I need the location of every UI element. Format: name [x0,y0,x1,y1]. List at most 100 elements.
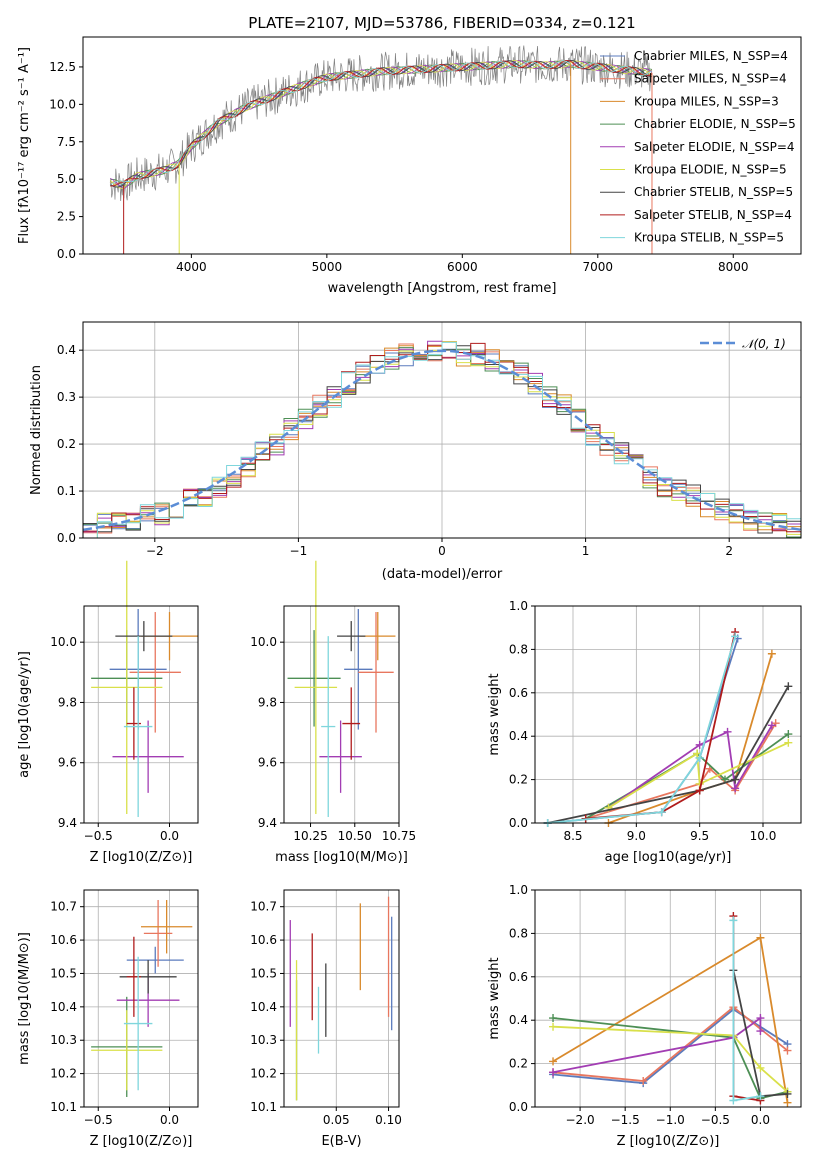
age-weight-marker [784,738,793,747]
residuals-ytick-label: 0.2 [57,437,76,451]
mass-age-xtick-label: 10.75 [382,829,416,843]
age-weight-marker [731,632,740,641]
age-weight-marker [767,649,776,658]
legend-label: Chabrier ELODIE, N_SSP=5 [634,117,796,131]
age-weight-marker [784,682,793,691]
age-weight-series-line [585,631,736,820]
age-weight-series-line [608,653,773,824]
age-weight-xlabel: age [log10(age/yr)] [605,850,732,865]
z-age-ytick-label: 10.0 [50,635,77,649]
z-weight-marker [756,1063,765,1072]
legend-label: Kroupa ELODIE, N_SSP=5 [634,163,787,177]
spectrum-model-line [110,59,653,187]
residuals-ylabel: Normed distribution [29,365,44,495]
z-mass-xlabel: Z [log10(Z/Z⊙)] [90,1134,193,1149]
spectrum-xtick-label: 7000 [583,260,614,274]
z-weight-marker [549,1068,558,1077]
age-weight-marker [723,727,732,736]
z-age-xtick-label: −0.5 [84,829,113,843]
age-weight-ytick-label: 1.0 [509,599,528,613]
age-weight-ylabel: mass weight [487,673,502,755]
age-weight-ytick-label: 0.8 [509,642,528,656]
z-weight-marker [729,916,738,925]
age-weight-series-line [547,685,790,824]
z-mass-ytick-label: 10.1 [50,1100,77,1114]
legend-label: Salpeter STELIB, N_SSP=4 [634,208,792,222]
age-weight-marker [695,753,704,762]
z-weight-marker [729,1096,738,1105]
residuals-xtick-label: 0 [438,544,446,558]
z-mass-ytick-label: 10.4 [50,1000,77,1014]
z-mass-ytick-label: 10.3 [50,1033,77,1047]
ebv-mass-ytick-label: 10.6 [250,933,277,947]
z-weight-ytick-label: 0.6 [509,970,528,984]
z-weight-ytick-label: 0.8 [509,926,528,940]
residuals-xlabel: (data-model)/error [382,567,503,582]
ebv-mass-xtick-label: 0.10 [375,1113,402,1127]
z-weight-ytick-label: 0.4 [509,1013,528,1027]
z-age-ylabel: age [log10(age/yr)] [17,651,32,778]
z-weight-ytick-label: 0.0 [509,1100,528,1114]
z-age-ytick-label: 9.6 [58,756,77,770]
ebv-mass-ytick-label: 10.7 [250,900,277,914]
z-weight-ytick-label: 1.0 [509,883,528,897]
age-weight-marker [731,775,740,784]
age-weight-ytick-label: 0.4 [509,729,528,743]
z-weight-marker [549,1057,558,1066]
spectrum-ytick-label: 2.5 [57,210,76,224]
ebv-mass-xlabel: E(B-V) [321,1134,361,1149]
z-weight-ytick-label: 0.2 [509,1057,528,1071]
spectrum-xtick-label: 4000 [176,260,207,274]
age-weight-marker [693,749,702,758]
age-weight-ytick-label: 0.0 [509,816,528,830]
z-weight-marker [756,1014,765,1023]
spectrum-ytick-label: 7.5 [57,135,76,149]
age-weight-xtick-label: 8.5 [563,829,582,843]
spectrum-ytick-label: 0.0 [57,247,76,261]
spectrum-ytick-label: 12.5 [49,60,76,74]
residual-histogram [83,341,801,539]
age-weight-series-line [547,636,736,824]
z-weight-marker [756,933,765,942]
ebv-mass-xtick-label: 0.05 [323,1113,350,1127]
spectrum-frame [82,36,802,255]
age-weight-ytick-label: 0.2 [509,773,528,787]
spectrum-model-line [109,60,653,185]
age-weight-marker [784,730,793,739]
residuals-ytick-label: 0.1 [57,484,76,498]
z-mass-ytick-label: 10.2 [50,1067,77,1081]
z-age-ytick-label: 9.4 [58,816,77,830]
z-weight-marker [783,1046,792,1055]
age-weight-marker [657,808,666,817]
z-weight-marker [783,1098,792,1107]
z-weight-xtick-label: −1.0 [656,1113,685,1127]
z-age-frame [83,605,199,824]
normal-curve [82,349,802,532]
z-age-ytick-label: 9.8 [58,695,77,709]
z-mass-frame [83,889,199,1108]
residuals-xtick-label: 1 [582,544,590,558]
z-weight-marker [756,1092,765,1101]
z-mass-xtick-label: 0.0 [160,1113,179,1127]
residuals-ytick-label: 0.4 [57,343,76,357]
legend-label: Chabrier MILES, N_SSP=4 [634,49,788,63]
age-weight-marker [767,721,776,730]
z-weight-xtick-label: 0.0 [751,1113,770,1127]
z-weight-series-line [552,1016,762,1074]
mass-age-xtick-label: 10.50 [338,829,372,843]
mass-age-xtick-label: 10.25 [293,829,327,843]
ebv-mass-ytick-label: 10.2 [250,1067,277,1081]
legend-label: Salpeter ELODIE, N_SSP=4 [634,140,795,154]
mass-age-ytick-label: 9.4 [258,816,277,830]
age-weight-marker [695,786,704,795]
residuals-xtick-label: −2 [146,544,164,558]
legend-label: 𝒩(0, 1) [742,337,786,351]
residuals-xtick-label: −1 [290,544,308,558]
z-weight-series-line [732,916,761,1102]
legend-label: Kroupa MILES, N_SSP=3 [634,94,779,108]
spectrum-ytick-label: 10.0 [49,97,76,111]
mass-age-ytick-label: 9.6 [258,756,277,770]
z-weight-series-line [552,1025,789,1093]
ebv-mass-frame [283,889,400,1108]
residuals-xtick-label: 2 [725,544,733,558]
